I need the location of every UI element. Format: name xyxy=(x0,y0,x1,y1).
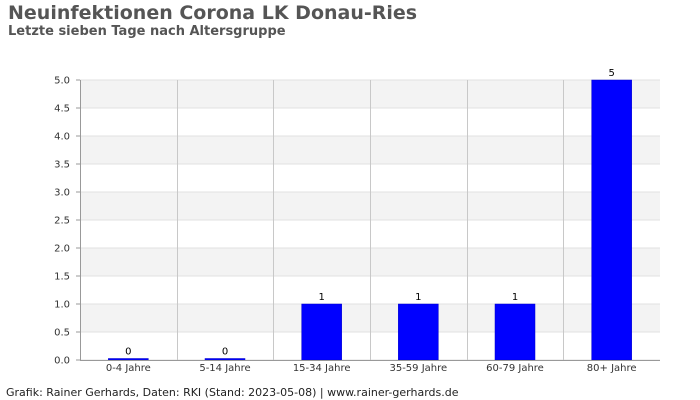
x-tick-label: 5-14 Jahre xyxy=(199,363,250,374)
y-tick-label: 3.5 xyxy=(54,160,70,171)
y-tick-label: 5.0 xyxy=(54,76,70,87)
x-tick-label: 0-4 Jahre xyxy=(106,363,151,374)
bar-15-34-jahre xyxy=(301,303,342,361)
y-tick-label: 1.5 xyxy=(54,272,70,283)
data-label: 1 xyxy=(512,292,518,303)
bar-5-14-jahre xyxy=(204,358,246,361)
y-tick-label: 4.5 xyxy=(54,104,70,115)
axes xyxy=(76,79,660,361)
x-tick-label: 35-59 Jahre xyxy=(389,363,447,374)
data-label: 0 xyxy=(125,347,131,358)
source-footer: Grafik: Rainer Gerhards, Daten: RKI (Sta… xyxy=(6,386,459,399)
y-tick-label: 0.0 xyxy=(54,356,70,367)
bar-60-79-jahre xyxy=(494,303,536,361)
chart-subtitle: Letzte sieben Tage nach Altersgruppe xyxy=(8,24,286,39)
x-tick-label: 15-34 Jahre xyxy=(293,363,351,374)
x-tick-label: 60-79 Jahre xyxy=(486,363,544,374)
data-label: 5 xyxy=(608,68,614,79)
chart-title: Neuinfektionen Corona LK Donau-Ries xyxy=(8,2,418,24)
data-label: 1 xyxy=(318,292,324,303)
y-tick-label: 2.0 xyxy=(54,244,70,255)
grid-lines xyxy=(80,79,660,361)
bar-0-4-jahre xyxy=(108,358,149,361)
y-tick-label: 2.5 xyxy=(54,216,70,227)
labels: 0 0-4 Jahre 0 5-14 Jahre 1 15-34 Jahre 1 35-59 … xyxy=(54,68,636,374)
x-tick-label: 80+ Jahre xyxy=(587,363,637,374)
data-label: 0 xyxy=(222,347,228,358)
data-label: 1 xyxy=(415,292,421,303)
y-tick-label: 4.0 xyxy=(54,132,70,143)
bars xyxy=(108,79,632,361)
y-tick-label: 1.0 xyxy=(54,300,70,311)
y-tick-label: 3.0 xyxy=(54,188,70,199)
bar-80-jahre xyxy=(591,79,632,361)
y-tick-label: 0.5 xyxy=(54,328,70,339)
bar-35-59-jahre xyxy=(398,303,439,361)
